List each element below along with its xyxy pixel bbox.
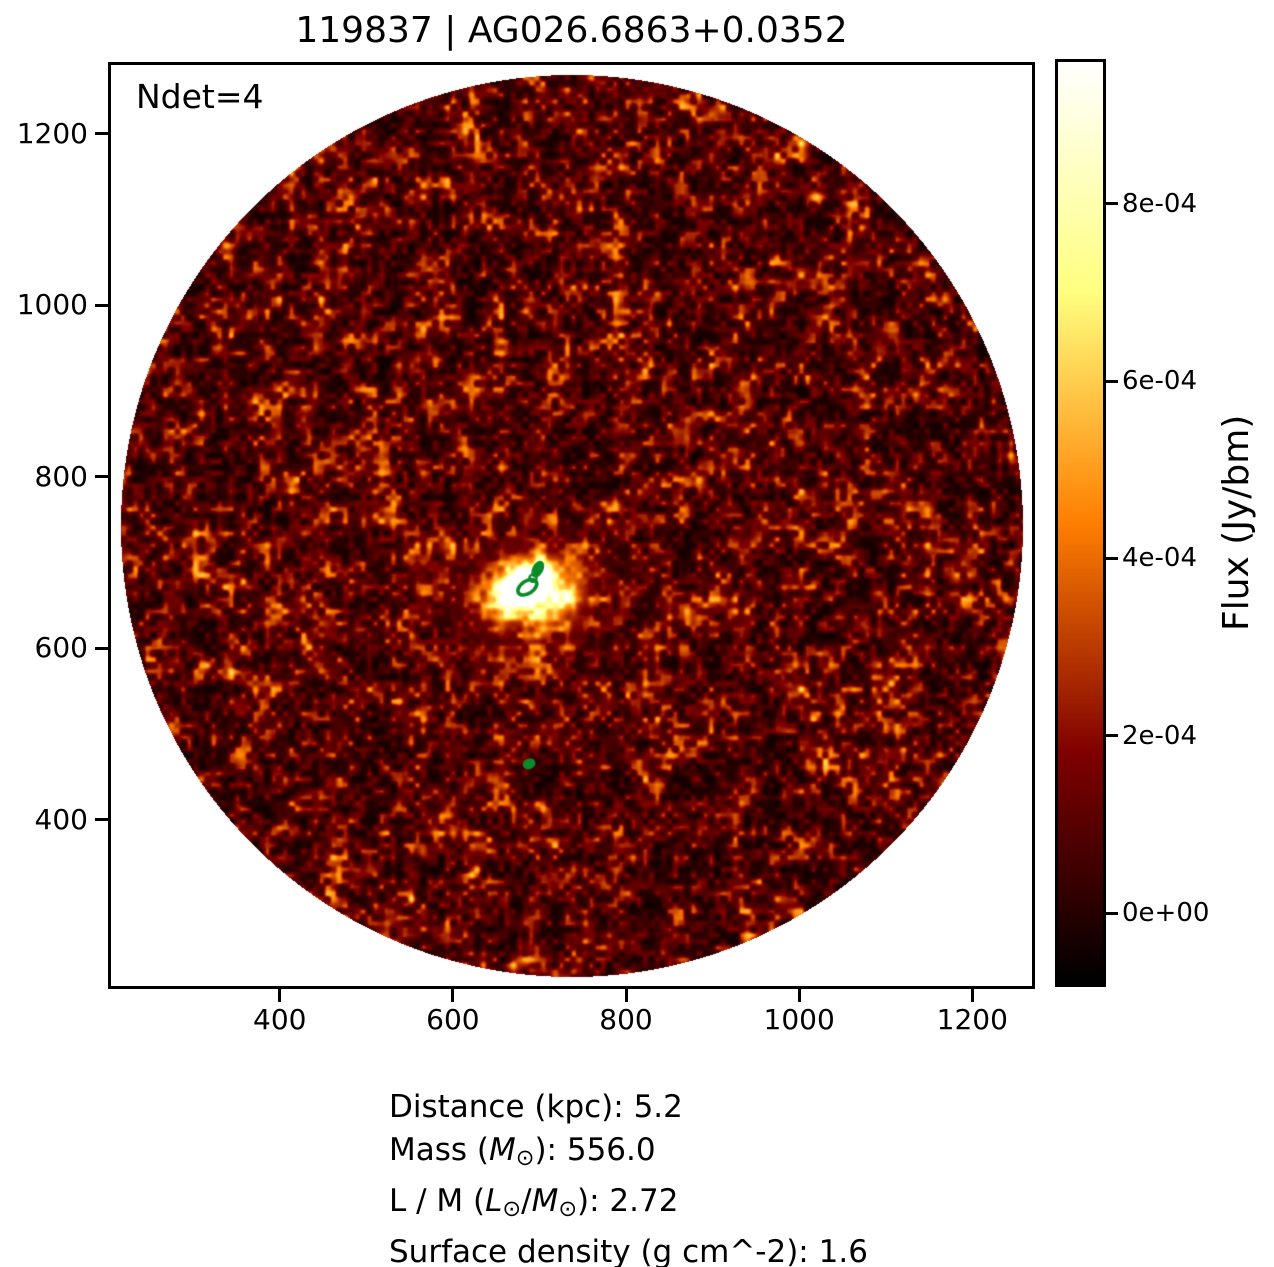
colorbar-tick-mark — [1106, 379, 1118, 383]
y-tick-label: 1200 — [16, 116, 88, 150]
colorbar-tick-mark — [1106, 556, 1118, 560]
x-tick-mark — [451, 989, 455, 1002]
x-tick-label: 800 — [599, 1003, 653, 1036]
metadata-line: Distance (kpc): 5.2 — [389, 1089, 683, 1125]
metadata-line: Mass (M⊙): 556.0 — [389, 1132, 656, 1171]
metadata-block: Distance (kpc): 5.2 Mass (M⊙): 556.0 L / M… — [389, 1086, 868, 1267]
colorbar-tick-label: 2e-04 — [1122, 720, 1198, 751]
metadata-line: Surface density (g cm^-2): 1.6 — [389, 1233, 868, 1267]
x-tick-mark — [797, 989, 801, 1002]
y-tick-mark — [95, 646, 108, 650]
colorbar-tick-mark — [1106, 911, 1118, 915]
ndet-annotation: Ndet=4 — [136, 77, 264, 116]
metadata-line: L / M (L⊙/M⊙): 2.72 — [389, 1182, 679, 1222]
colorbar-tick-label: 6e-04 — [1122, 366, 1198, 397]
x-tick-label: 400 — [253, 1003, 307, 1036]
x-tick-mark — [970, 989, 974, 1002]
y-tick-label: 1000 — [16, 288, 88, 322]
colorbar — [1055, 59, 1106, 987]
colorbar-tick-mark — [1106, 734, 1118, 738]
colorbar-gradient-canvas — [1058, 62, 1103, 984]
y-tick-label: 600 — [34, 631, 88, 665]
colorbar-tick-mark — [1106, 202, 1118, 206]
x-tick-mark — [278, 989, 282, 1002]
y-tick-mark — [95, 303, 108, 307]
y-tick-label: 400 — [34, 802, 88, 836]
x-tick-label: 1200 — [936, 1003, 1008, 1036]
y-tick-mark — [95, 132, 108, 136]
flux-map-canvas — [111, 65, 1032, 986]
y-tick-mark — [95, 475, 108, 479]
colorbar-tick-label: 4e-04 — [1122, 543, 1198, 574]
axes-frame — [108, 62, 1035, 989]
x-tick-mark — [624, 989, 628, 1002]
x-tick-label: 1000 — [763, 1003, 835, 1036]
y-tick-mark — [95, 818, 108, 822]
plot-title: 119837 | AG026.6863+0.0352 — [295, 10, 848, 51]
x-tick-label: 600 — [426, 1003, 480, 1036]
y-tick-label: 800 — [34, 459, 88, 493]
colorbar-tick-label: 0e+00 — [1122, 898, 1210, 929]
colorbar-tick-label: 8e-04 — [1122, 188, 1198, 219]
